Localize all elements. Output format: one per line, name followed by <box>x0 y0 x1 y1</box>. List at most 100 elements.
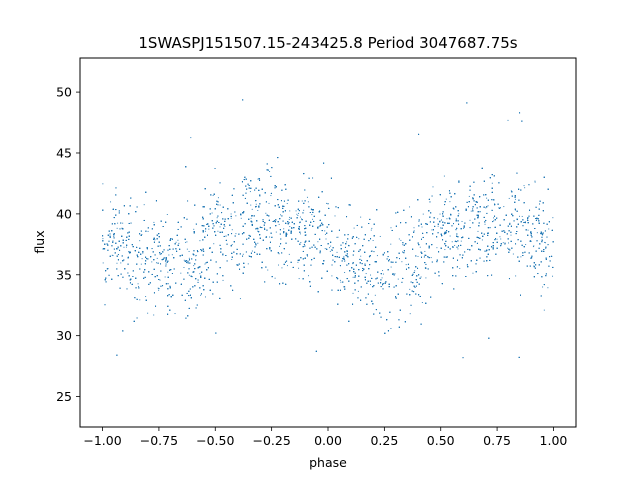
data-point <box>397 278 399 280</box>
data-point <box>418 220 420 222</box>
data-point <box>419 246 421 248</box>
data-point <box>303 209 305 211</box>
data-point <box>536 232 538 234</box>
data-point <box>269 236 271 238</box>
data-point <box>469 219 471 221</box>
data-point <box>235 233 237 235</box>
data-point <box>248 255 250 257</box>
data-point <box>204 263 206 265</box>
data-point <box>552 217 554 219</box>
data-point <box>382 270 384 272</box>
data-point <box>180 272 182 274</box>
data-point <box>365 273 367 275</box>
data-point <box>269 171 271 173</box>
data-point <box>552 275 554 277</box>
data-point <box>281 267 283 269</box>
data-point <box>156 257 158 259</box>
data-point <box>446 218 448 220</box>
data-point <box>289 210 291 212</box>
data-point <box>300 241 302 243</box>
data-point <box>159 254 161 256</box>
data-point <box>334 215 336 217</box>
data-point <box>344 260 346 262</box>
data-point <box>222 279 224 281</box>
data-point <box>542 286 544 288</box>
data-point <box>533 245 535 247</box>
data-point <box>278 223 280 225</box>
data-point <box>331 250 333 251</box>
data-point <box>255 203 257 205</box>
data-point <box>425 277 427 279</box>
data-point <box>532 246 534 248</box>
data-point <box>250 204 252 206</box>
data-point <box>510 234 512 236</box>
data-point <box>307 201 309 203</box>
data-point <box>308 275 310 277</box>
data-point <box>122 222 124 224</box>
data-point <box>113 236 115 238</box>
data-point <box>421 302 423 304</box>
data-point <box>283 228 285 230</box>
data-point <box>153 221 155 223</box>
data-point <box>534 181 536 183</box>
data-point <box>543 309 545 311</box>
data-point <box>296 213 298 215</box>
data-point <box>204 230 206 232</box>
data-point <box>188 274 190 276</box>
data-point <box>116 227 118 229</box>
data-point <box>175 241 177 243</box>
data-point <box>414 270 416 272</box>
data-point <box>352 263 354 265</box>
data-point <box>147 230 149 232</box>
data-point <box>402 244 404 246</box>
data-point <box>358 238 360 240</box>
data-point <box>431 229 433 231</box>
data-point <box>297 214 299 216</box>
data-point <box>457 248 459 250</box>
data-point <box>376 255 378 257</box>
data-point <box>279 245 281 247</box>
data-point <box>251 250 253 252</box>
data-point <box>422 213 424 215</box>
data-point <box>264 227 266 229</box>
data-point <box>545 248 547 250</box>
data-point <box>420 276 422 278</box>
data-point <box>239 298 241 300</box>
data-point <box>437 218 439 220</box>
data-point <box>390 227 392 229</box>
data-point <box>141 258 143 260</box>
data-point <box>200 294 202 296</box>
data-point <box>392 273 394 275</box>
data-point <box>324 233 326 235</box>
data-point <box>289 226 291 228</box>
data-point <box>318 226 320 228</box>
data-point <box>515 275 517 277</box>
data-point <box>371 227 373 229</box>
data-point <box>458 213 460 215</box>
data-point <box>352 292 354 294</box>
data-point <box>353 227 355 229</box>
data-point <box>268 202 270 204</box>
data-point <box>502 242 504 244</box>
data-point <box>164 261 166 263</box>
data-point <box>298 267 300 269</box>
data-point <box>421 226 423 228</box>
data-point <box>352 276 354 278</box>
chart-title: 1SWASPJ151507.15-243425.8 Period 3047687… <box>138 34 517 52</box>
data-point <box>374 294 376 296</box>
scatter-points <box>102 99 554 359</box>
data-point <box>509 222 511 224</box>
data-point <box>432 186 434 188</box>
data-point <box>487 205 489 207</box>
data-point <box>211 212 213 214</box>
data-point <box>199 240 201 242</box>
data-point <box>398 238 400 240</box>
data-point <box>174 313 176 315</box>
data-point <box>188 257 190 259</box>
data-point <box>102 238 104 240</box>
data-point <box>250 217 252 219</box>
data-point <box>139 299 141 301</box>
data-point <box>484 223 486 225</box>
data-point <box>231 229 233 231</box>
